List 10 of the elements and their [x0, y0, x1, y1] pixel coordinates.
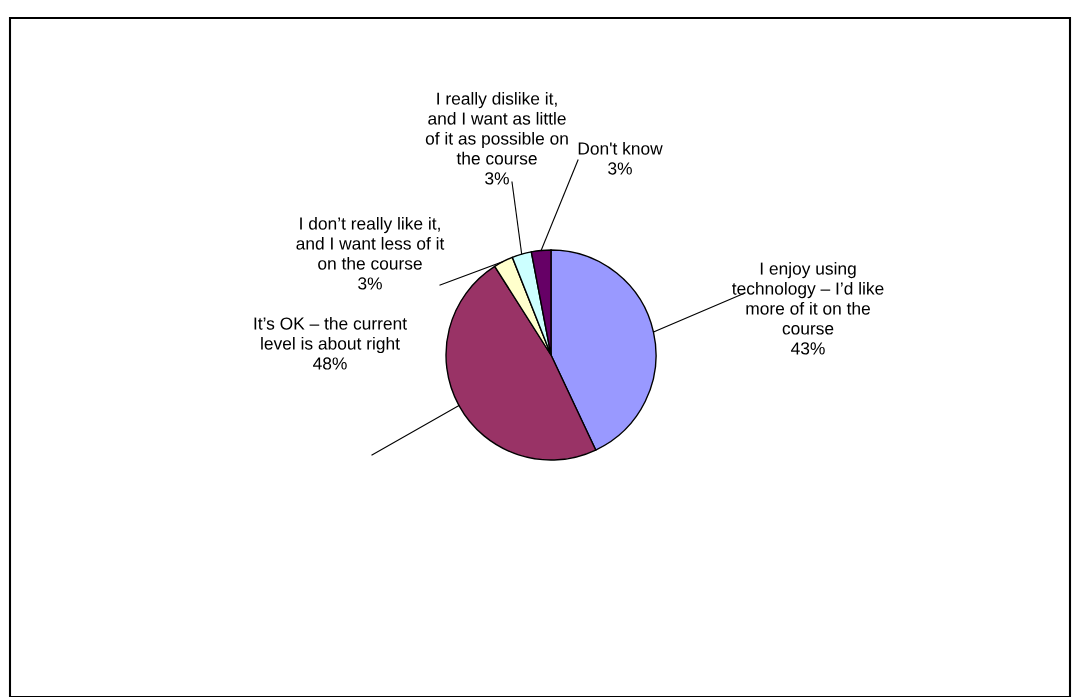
- slice-label: Don't know: [578, 141, 663, 155]
- data-label: 43%: [791, 342, 825, 355]
- data-label: 3%: [608, 162, 632, 175]
- slice-label: It’s OK – the current level is about right: [254, 316, 407, 354]
- data-label: 3%: [358, 277, 382, 290]
- data-label: 48%: [313, 357, 347, 370]
- slice-label: I enjoy using technology – I’d like more of it on the course: [732, 261, 884, 335]
- data-label: 3%: [485, 172, 509, 185]
- slice-label: I don’t really like it, and I want less of it on the course: [296, 216, 445, 270]
- slice-label: I really dislike it, and I want as little of it as possible on the course: [425, 91, 568, 165]
